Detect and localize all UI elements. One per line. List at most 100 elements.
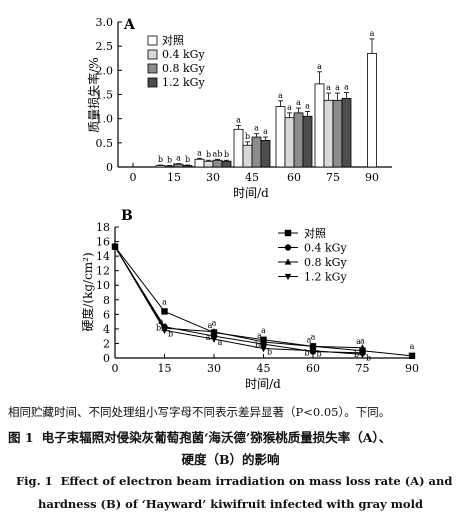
panel-b-x-axis-title: 时间/d [245, 377, 281, 391]
panel-b-y-tick-label: 14 [96, 250, 110, 263]
panel-b-y-tick-label: 18 [96, 221, 110, 234]
panel-b-x-tick-label: 75 [356, 362, 370, 375]
panel-a-bar [173, 163, 184, 168]
panel-a-significance-letter: a [370, 29, 375, 38]
panel-b-x-tick-label: 60 [306, 362, 320, 375]
panel-b-data-point [260, 345, 267, 353]
panel-a-y-axis-title: 质量损失率/% [86, 57, 101, 132]
figure-caption-cn-line2: 硬度（B）的影响 [181, 452, 280, 467]
panel-a-label: A [123, 17, 136, 33]
panel-b-significance-letter: b [156, 324, 161, 333]
panel-b-x-tick-label: 15 [158, 362, 172, 375]
panel-a-legend-swatch [147, 49, 158, 60]
panel-b-legend-marker [284, 258, 292, 265]
panel-a-significance-letter: b [224, 150, 229, 159]
panel-a-significance-letter: a [176, 154, 181, 163]
panel-a-significance-letter: b [158, 155, 163, 164]
significance-note: 相同贮藏时间、不同处理组小写字母不同表示差异显著（P<0.05）。下同。 [8, 405, 391, 419]
panel-b-y-tick-label: 8 [103, 294, 110, 307]
panel-a-bar [194, 158, 205, 168]
panel-a-significance-letter: a [254, 124, 259, 133]
panel-b-legend-label: 1.2 kGy [304, 271, 347, 284]
panel-b-significance-letter: a [360, 337, 365, 346]
panel-a-bar [367, 53, 377, 168]
figure-label-cn: 图 1 [8, 430, 34, 445]
panel-a-bar [275, 106, 286, 168]
panel-a-bar [251, 136, 262, 168]
panel-a-significance-letter: a [236, 115, 241, 124]
panel-a-bar [314, 83, 325, 168]
panel-a-bar [323, 99, 334, 168]
panel-b-data-point [408, 352, 416, 360]
panel-b-legend-marker [284, 244, 292, 251]
panel-b-significance-letter: a [261, 326, 266, 335]
figure-label-en: Fig. 1 [16, 474, 53, 488]
panel-b-x-tick-label: 90 [405, 362, 419, 375]
panel-a-significance-letter: a [263, 127, 268, 136]
panel-a-y-tick-label: 1.0 [96, 113, 114, 126]
panel-b-legend-marker [284, 229, 292, 237]
panel-b-significance-letter: b [255, 341, 260, 350]
panel-a-legend-label: 0.4 kGy [162, 48, 205, 61]
panel-a-significance-letter: a [335, 83, 340, 92]
panel-b-data-point [260, 338, 267, 345]
panel-b-legend-label: 对照 [304, 226, 326, 240]
panel-a-significance-letter: a [326, 83, 331, 92]
panel-b-data-point [359, 351, 366, 359]
panel-a-significance-letter: b [167, 156, 172, 165]
panel-a-significance-letter: a [296, 98, 301, 107]
panel-b-significance-letter: b [316, 350, 321, 359]
panel-a-legend-swatch [147, 77, 158, 88]
panel-b-significance-letter: a [410, 342, 415, 351]
panel-b-legend-label: 0.8 kGy [304, 256, 347, 269]
panel-a-legend-swatch [147, 63, 158, 74]
panel-a-significance-letter: ab [213, 149, 223, 158]
panel-a-legend-label: 1.2 kGy [162, 76, 205, 89]
panel-b-significance-letter: a [212, 319, 217, 328]
panel-a-legend-swatch [147, 35, 158, 46]
figure-caption-cn-line1: 图 1 电子束辐照对侵染灰葡萄孢菌‘海沃德’猕猴桃质量损失率（A）、 [8, 427, 461, 446]
panel-b-significance-letter: a [356, 337, 361, 346]
panel-b-y-axis-title: 硬度/(kg/cm²) [80, 252, 95, 331]
panel-a-significance-letter: a [278, 91, 283, 100]
panel-a-significance-letter: b [206, 150, 211, 159]
panel-b-y-tick-label: 16 [96, 236, 110, 249]
panel-b-data-point [210, 328, 218, 335]
panel-b-significance-letter: a [162, 297, 167, 306]
panel-b-series-line [114, 246, 363, 355]
figure-caption-en-line2: hardness (B) of ‘Hayward’ kiwifruit infe… [38, 497, 423, 511]
panel-a-legend-label: 对照 [162, 33, 184, 47]
panel-b-y-tick-label: 2 [103, 337, 110, 350]
panel-a-y-tick-label: 3.0 [96, 16, 114, 29]
panel-b-significance-letter: a [307, 335, 312, 344]
panel-a-x-tick-label: 15 [167, 171, 181, 184]
panel-a-significance-letter: a [197, 148, 202, 157]
panel-a-bar [203, 160, 214, 168]
panel-a-bar [182, 165, 193, 168]
panel-a-x-axis-title: 时间/d [233, 186, 269, 200]
panel-b-data-point [161, 327, 168, 335]
panel-b-significance-letter: a [208, 321, 213, 330]
panel-a-x-tick-label: 0 [130, 171, 137, 184]
panel-a-significance-letter: a [344, 83, 349, 92]
panel-b-significance-letter: b [267, 348, 272, 357]
panel-b-data-point [210, 336, 218, 343]
panel-a-bar [242, 144, 253, 168]
panel-a-bar [284, 117, 295, 168]
panel-a-significance-letter: a [287, 103, 292, 112]
panel-b-x-tick-label: 0 [112, 362, 119, 375]
panel-b-significance-letter: b [168, 329, 173, 338]
panel-b-x-tick-label: 30 [207, 362, 221, 375]
panel-a-legend-label: 0.8 kGy [162, 62, 205, 75]
panel-a-x-tick-label: 60 [287, 171, 301, 184]
panel-b-legend-label: 0.4 kGy [304, 242, 347, 255]
panel-b-significance-letter: b [304, 348, 309, 357]
panel-b-x-tick-label: 45 [257, 362, 271, 375]
panel-b-data-point [161, 308, 168, 315]
panel-a-x-tick-label: 45 [245, 171, 259, 184]
figure-caption-en-line1: Fig. 1 Effect of electron beam irradiatio… [16, 474, 461, 488]
panel-a-bar [293, 112, 304, 168]
panel-a-significance-letter: b [245, 132, 250, 141]
panel-b-legend-marker [284, 273, 292, 281]
